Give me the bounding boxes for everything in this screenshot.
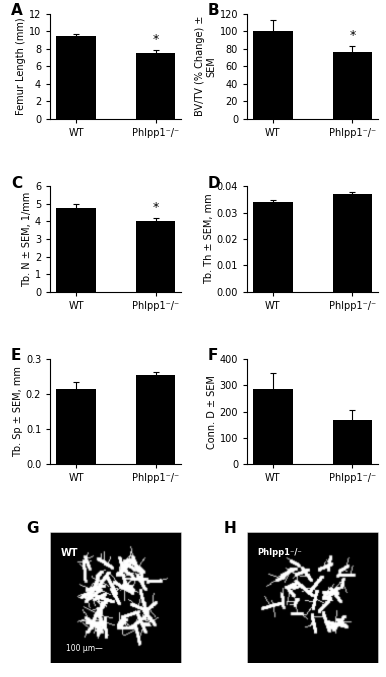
Bar bbox=[253, 389, 293, 464]
Text: E: E bbox=[11, 349, 21, 364]
Text: F: F bbox=[208, 349, 218, 364]
Text: H: H bbox=[223, 521, 236, 536]
Text: A: A bbox=[11, 3, 22, 18]
Bar bbox=[333, 52, 372, 119]
Y-axis label: Tb. N ± SEM, 1/mm: Tb. N ± SEM, 1/mm bbox=[22, 192, 32, 286]
Y-axis label: BV/TV (% Change) ±
SEM: BV/TV (% Change) ± SEM bbox=[195, 16, 217, 116]
Text: *: * bbox=[349, 29, 356, 42]
Text: Phlpp1⁻/⁻: Phlpp1⁻/⁻ bbox=[257, 548, 302, 556]
Text: C: C bbox=[11, 176, 22, 191]
Y-axis label: Conn. D ± SEM: Conn. D ± SEM bbox=[207, 375, 217, 449]
Bar bbox=[253, 202, 293, 292]
Y-axis label: Femur Length (mm): Femur Length (mm) bbox=[16, 18, 26, 115]
Bar bbox=[333, 194, 372, 292]
Text: G: G bbox=[27, 521, 39, 536]
Bar bbox=[136, 375, 176, 464]
Bar bbox=[56, 35, 96, 119]
Bar bbox=[56, 389, 96, 464]
Y-axis label: Tb. Th ± SEM, mm: Tb. Th ± SEM, mm bbox=[204, 194, 214, 284]
Y-axis label: Tb. Sp ± SEM, mm: Tb. Sp ± SEM, mm bbox=[13, 366, 23, 457]
Text: *: * bbox=[152, 200, 159, 214]
Text: 100 μm—: 100 μm— bbox=[66, 644, 103, 653]
Text: D: D bbox=[208, 176, 220, 191]
Bar bbox=[333, 420, 372, 464]
Text: *: * bbox=[152, 33, 159, 46]
Bar bbox=[253, 31, 293, 119]
Bar bbox=[136, 53, 176, 119]
Bar bbox=[136, 221, 176, 292]
Bar bbox=[56, 209, 96, 292]
Text: WT: WT bbox=[61, 548, 78, 558]
Text: B: B bbox=[208, 3, 219, 18]
